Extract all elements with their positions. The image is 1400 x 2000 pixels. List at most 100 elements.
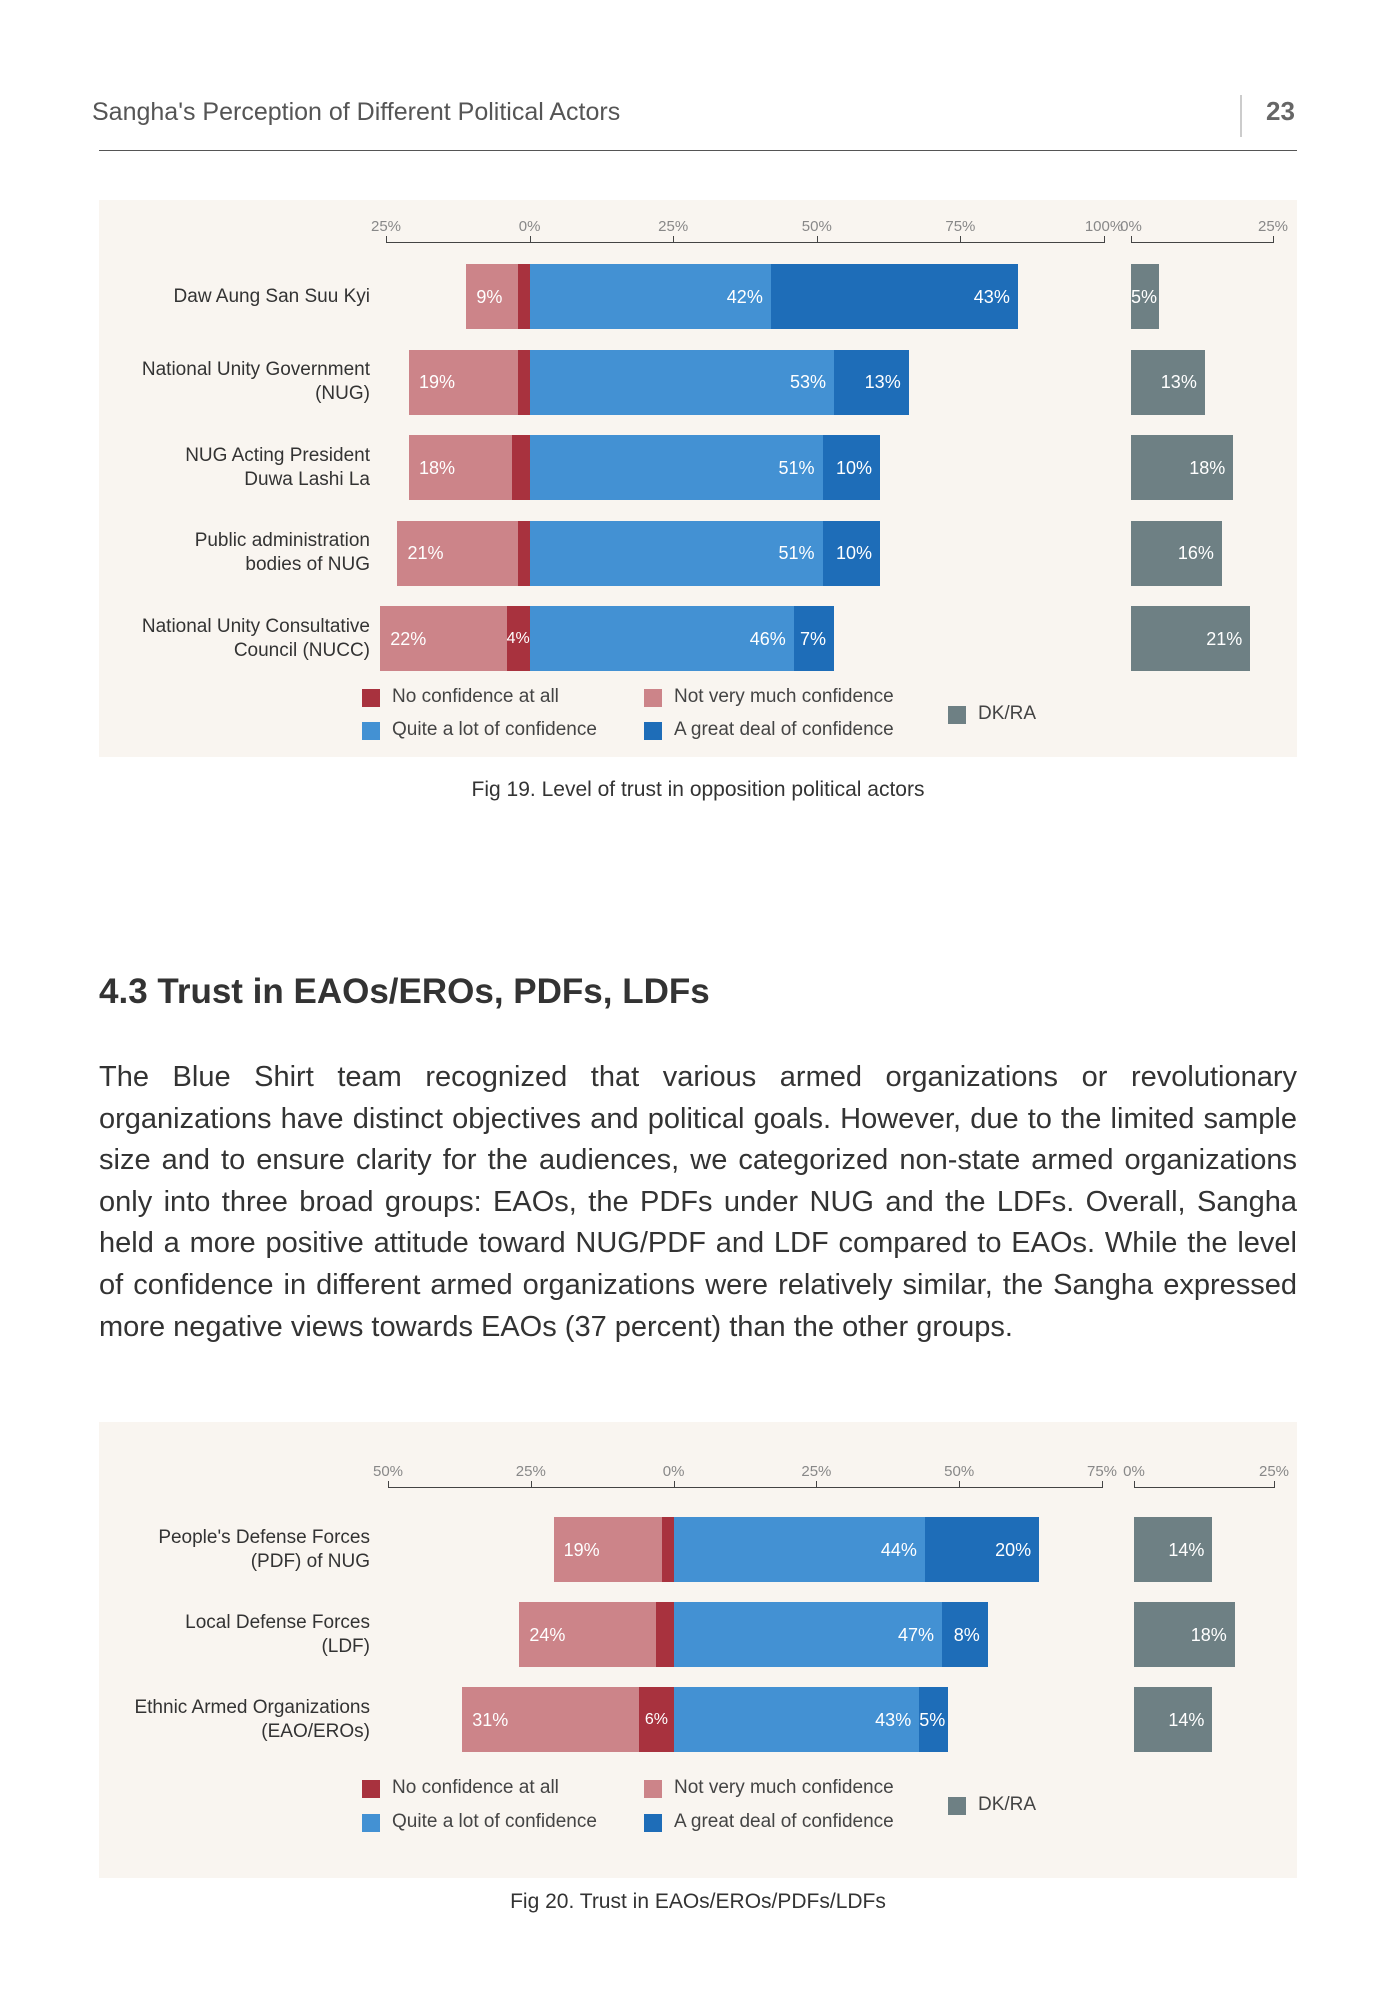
value-label: 31% (472, 1709, 509, 1730)
bar-segment (656, 1602, 674, 1667)
header-title: Sangha's Perception of Different Politic… (92, 98, 621, 126)
value-label: 24% (529, 1624, 566, 1645)
bar-segment (924, 1517, 1040, 1582)
legend-swatch (362, 689, 380, 707)
x-tick-label: 25% (1257, 218, 1289, 235)
bar-segment (518, 349, 530, 415)
value-label: 18% (418, 457, 455, 478)
x-tick-label: 100% (1084, 218, 1124, 235)
bar-segment (1131, 264, 1160, 329)
section-paragraph: The Blue Shirt team recognized that vari… (99, 1061, 1297, 1343)
legend-label: DK/RA (978, 702, 1037, 724)
bar-segment (408, 349, 519, 415)
legend-swatch (644, 689, 662, 707)
value-label: 18% (1189, 457, 1226, 478)
bar-segment (770, 264, 1018, 329)
bar-segment (519, 1602, 657, 1667)
legend-swatch (948, 1797, 966, 1815)
legend-label: Quite a lot of confidence (392, 719, 597, 740)
section-heading: 4.3 Trust in EAOs/EROs, PDFs, LDFs (99, 972, 710, 1011)
bar-segment (662, 1517, 674, 1582)
header-divider (1240, 95, 1242, 137)
category-label: People's Defense Forces (PDF) of NUG (158, 1526, 370, 1572)
legend-swatch (948, 705, 966, 724)
legend-label: DK/RA (978, 1794, 1037, 1815)
x-tick-mark (529, 236, 531, 243)
legend-label: Not very much confidence (674, 686, 894, 707)
bar-segment (512, 435, 530, 500)
legend-swatch (644, 722, 662, 740)
x-tick-mark (816, 1481, 818, 1488)
x-tick-mark (673, 236, 675, 243)
category-label: National Unity Government (NUG) (141, 359, 370, 404)
legend-label: Quite a lot of confidence (392, 1811, 597, 1832)
x-tick-mark (960, 236, 962, 243)
value-label: 21% (1206, 628, 1243, 649)
bar-segment (529, 264, 771, 329)
value-label: 9% (476, 286, 503, 307)
bar-segment (673, 1687, 920, 1752)
x-axis-line (388, 1487, 1102, 1488)
bar-segment (462, 1687, 640, 1752)
legend-swatch (362, 1814, 380, 1832)
bar-segment (822, 435, 880, 500)
value-label: 42% (726, 286, 763, 307)
chart-caption: Fig 19. Level of trust in opposition pol… (471, 778, 925, 801)
value-label: 51% (778, 457, 815, 478)
x-tick-mark (1274, 1481, 1275, 1488)
value-label: 13% (864, 372, 901, 392)
bar-segment (1131, 349, 1205, 415)
bar-segment (1131, 606, 1251, 671)
bar-segment (1131, 520, 1222, 586)
x-tick-label: 75% (945, 218, 976, 235)
x-tick-label: 25% (515, 1463, 546, 1480)
bar-segment (518, 264, 530, 329)
category-label: National Unity Consultative Council (NUC… (141, 615, 370, 661)
bar-segment (529, 435, 823, 500)
x-tick-mark (388, 1481, 389, 1488)
x-tick-mark (1134, 1481, 1135, 1488)
value-label: 47% (898, 1624, 935, 1645)
value-label: 46% (749, 628, 786, 649)
legend-swatch (644, 1814, 662, 1832)
x-axis-line (1134, 1487, 1274, 1488)
value-label: 5% (919, 1709, 946, 1730)
x-tick-label: 50% (944, 1463, 975, 1480)
value-label: 14% (1168, 1539, 1205, 1560)
value-label: 43% (973, 286, 1010, 307)
legend-label: A great deal of confidence (674, 1811, 894, 1832)
value-label: 14% (1168, 1709, 1205, 1730)
value-label: 44% (880, 1539, 917, 1560)
bar-segment (1134, 1687, 1213, 1752)
x-tick-mark (1102, 1481, 1103, 1488)
value-label: 16% (1177, 543, 1214, 563)
value-label: 51% (778, 543, 815, 563)
page-number: 23 (1266, 96, 1295, 126)
x-tick-mark (1131, 236, 1132, 243)
bar-segment (397, 520, 519, 586)
value-label: 19% (418, 372, 455, 392)
bar-segment (834, 349, 909, 415)
legend-swatch (644, 1780, 662, 1798)
bar-segment (518, 520, 530, 586)
value-label: 13% (1160, 372, 1197, 392)
value-label: 43% (875, 1709, 912, 1730)
x-tick-label: 0% (518, 218, 541, 235)
category-label: Local Defense Forces (LDF) (185, 1611, 370, 1657)
bar-segment (639, 1687, 674, 1752)
value-label: 7% (800, 628, 827, 649)
bar-segment (942, 1602, 988, 1667)
category-label: Daw Aung San Suu Kyi (173, 285, 370, 307)
x-tick-label: 50% (372, 1463, 404, 1480)
x-tick-label: 0% (1120, 218, 1142, 235)
legend-swatch (362, 1780, 380, 1798)
legend-swatch (362, 722, 380, 740)
x-tick-label: 25% (1258, 1463, 1290, 1480)
x-tick-label: 25% (658, 218, 689, 235)
bar-segment (506, 606, 530, 671)
category-label: NUG Acting President Duwa Lashi La (185, 444, 370, 490)
x-tick-mark (530, 1481, 532, 1488)
category-label: Ethnic Armed Organizations (EAO/EROs) (134, 1696, 370, 1742)
x-tick-mark (959, 1481, 961, 1488)
